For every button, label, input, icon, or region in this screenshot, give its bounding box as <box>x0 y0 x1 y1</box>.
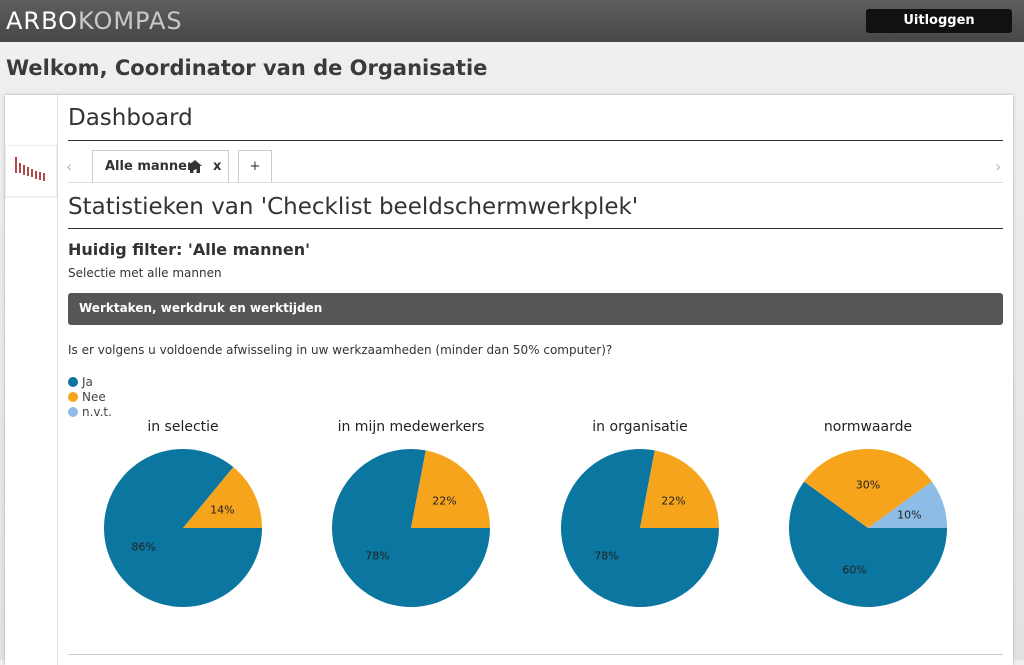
question: Is er volgens u voldoende afwisseling in… <box>68 343 613 357</box>
dashboard-title: Dashboard <box>68 105 193 131</box>
pie-title: normwaarde <box>824 419 912 435</box>
slice-label: 22% <box>432 494 456 507</box>
stats-icon-box[interactable] <box>5 145 57 265</box>
divider <box>68 140 1003 141</box>
tab[interactable]: Alle mannen x <box>92 150 229 183</box>
filter-heading: Huidig filter: 'Alle mannen' <box>68 240 310 259</box>
slice-label: 60% <box>842 563 866 576</box>
pie-slice <box>183 467 262 528</box>
tab-add[interactable]: + <box>238 150 272 183</box>
slice-label: 10% <box>897 509 921 522</box>
pie-title: in selectie <box>147 419 218 435</box>
tab-label: Alle mannen <box>105 159 197 174</box>
pie-slice <box>868 481 947 528</box>
logout-button[interactable]: Uitloggen <box>866 9 1012 33</box>
slice-label: 22% <box>661 494 685 507</box>
pie-charts: in selectie 86% 14% in mijn medewerkers 78% 2… <box>104 419 947 607</box>
tab-close[interactable]: x <box>213 159 222 174</box>
filter-description: Selectie met alle mannen <box>68 266 222 280</box>
top-bar <box>0 0 1024 42</box>
slice-label: 86% <box>131 541 155 554</box>
legend: Ja Nee n.v.t. <box>68 375 112 420</box>
legend-swatch <box>68 377 78 387</box>
statistics-title: Statistieken van 'Checklist beeldschermw… <box>68 194 639 220</box>
pie-slice <box>411 450 490 528</box>
pie-slice <box>804 448 932 528</box>
legend-label: Ja <box>82 375 93 389</box>
tab-prev[interactable]: ‹ <box>66 157 73 176</box>
logo-text: ARBO <box>6 7 79 35</box>
tab-next[interactable]: › <box>995 157 1002 176</box>
legend-item[interactable]: n.v.t. <box>68 405 112 420</box>
slice-label: 30% <box>856 479 880 492</box>
home-icon <box>188 160 202 173</box>
welcome-heading: Welkom, Coordinator van de Organisatie <box>6 56 488 80</box>
section-bar[interactable]: Werktaken, werkdruk en werktijden <box>68 293 1003 325</box>
sidebar <box>5 95 58 665</box>
slice-label: 14% <box>210 503 234 516</box>
legend-label: n.v.t. <box>82 405 112 419</box>
logo[interactable]: ARBOKOMPAS <box>6 7 183 35</box>
legend-item[interactable]: Ja <box>68 375 112 390</box>
slice-label: 78% <box>594 550 618 563</box>
legend-swatch <box>68 392 78 402</box>
legend-item[interactable]: Nee <box>68 390 112 405</box>
legend-swatch <box>68 407 78 417</box>
pie-slice <box>788 481 947 607</box>
pie-title: in organisatie <box>592 419 687 435</box>
slice-label: 78% <box>365 550 389 563</box>
logo-text: KOMPAS <box>78 7 183 35</box>
section-title: Werktaken, werkdruk en werktijden <box>79 301 323 315</box>
divider <box>68 182 1003 183</box>
divider <box>68 228 1003 229</box>
legend-label: Nee <box>82 390 106 404</box>
pie-title: in mijn medewerkers <box>338 419 485 435</box>
stats-icon <box>15 157 45 181</box>
pie-slice <box>640 450 719 528</box>
divider <box>68 654 1003 655</box>
